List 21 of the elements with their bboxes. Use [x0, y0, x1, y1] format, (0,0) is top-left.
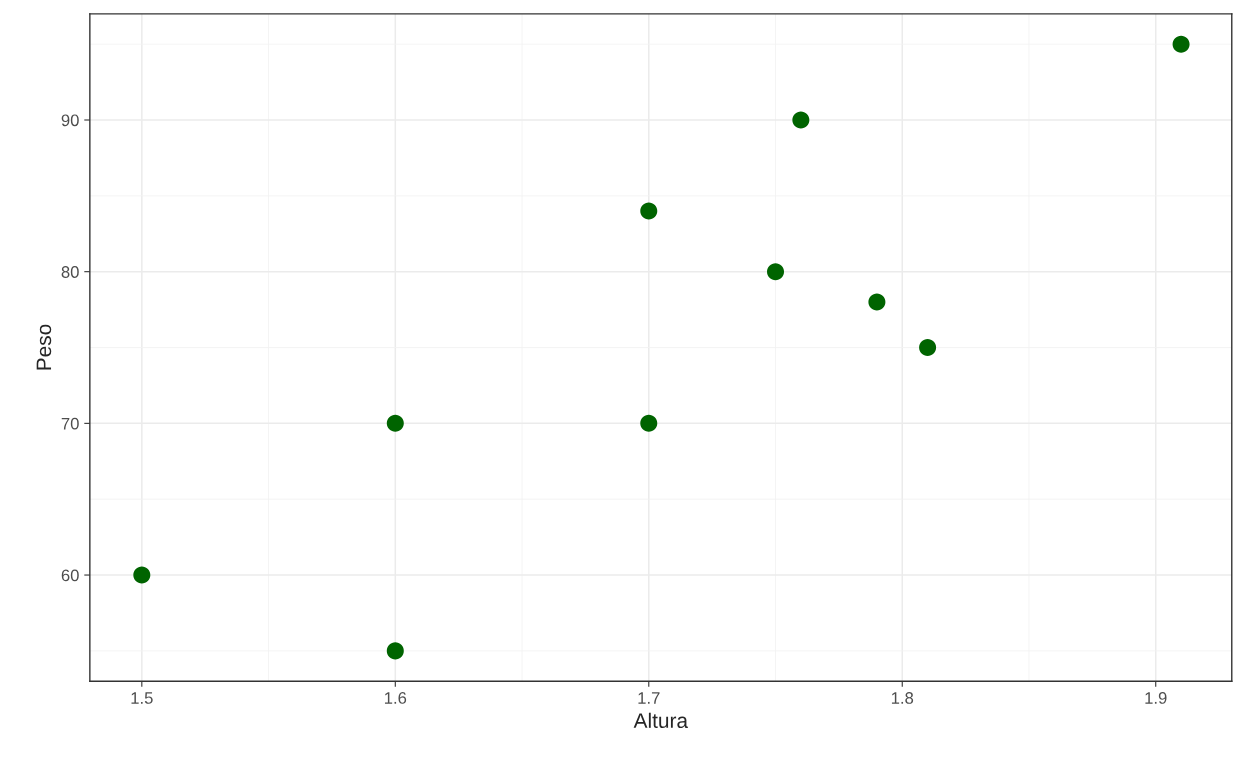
- point: [868, 293, 886, 311]
- point: [1172, 35, 1190, 53]
- point: [919, 339, 937, 357]
- point: [767, 263, 785, 281]
- point: [133, 566, 151, 584]
- y-tick-label: 90: [61, 114, 79, 127]
- y-tick-label: 70: [61, 417, 79, 430]
- x-axis-title: Altura: [633, 712, 689, 729]
- point: [792, 111, 810, 129]
- point: [386, 414, 404, 432]
- y-axis-title: Peso: [36, 324, 52, 370]
- x-tick-label: 1.9: [1145, 692, 1167, 704]
- x-tick-label: 1.5: [131, 692, 153, 704]
- y-tick-label: 80: [61, 266, 79, 278]
- point: [640, 414, 658, 432]
- x-tick-label: 1.6: [384, 692, 407, 704]
- point: [640, 202, 658, 220]
- x-tick-label: 1.8: [891, 692, 914, 704]
- x-tick-label: 1.7: [638, 692, 660, 704]
- y-tick-label: 60: [61, 569, 79, 582]
- point: [386, 642, 404, 660]
